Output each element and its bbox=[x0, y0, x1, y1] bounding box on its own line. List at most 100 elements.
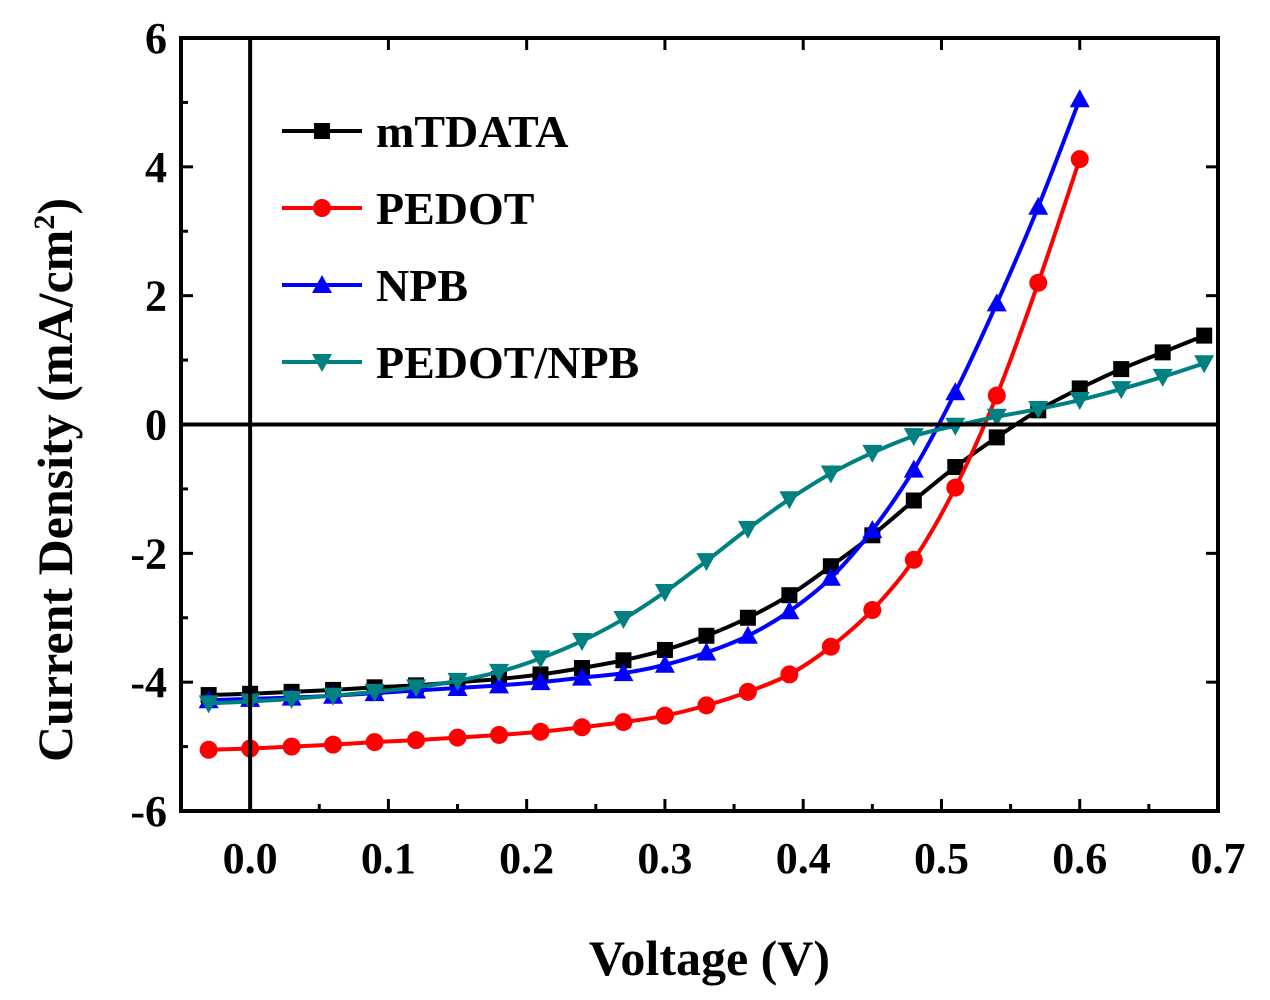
data-point-pedot-npb bbox=[447, 672, 468, 691]
data-point-mtdata bbox=[947, 459, 964, 476]
data-point-npb bbox=[945, 382, 966, 401]
data-point-npb bbox=[489, 675, 510, 694]
data-point-npb bbox=[737, 625, 758, 644]
x-tick-label: 0.2 bbox=[499, 834, 554, 883]
data-point-npb bbox=[530, 672, 551, 691]
data-point-pedot bbox=[946, 478, 965, 497]
data-point-pedot-npb bbox=[903, 428, 924, 447]
data-point-pedot bbox=[904, 550, 923, 569]
data-point-pedot-npb bbox=[945, 417, 966, 436]
legend-label: mTDATA bbox=[376, 106, 569, 157]
y-tick-label: -4 bbox=[130, 658, 167, 707]
y-tick-label: -2 bbox=[130, 529, 167, 578]
data-point-pedot-npb bbox=[530, 650, 551, 669]
x-tick-label: 0.0 bbox=[223, 834, 278, 883]
y-tick-label: 0 bbox=[145, 401, 167, 450]
data-point-pedot bbox=[738, 682, 757, 701]
data-point-pedot-npb bbox=[364, 683, 385, 702]
data-point-npb bbox=[862, 520, 883, 539]
data-point-pedot bbox=[987, 386, 1006, 405]
data-point-pedot bbox=[448, 728, 467, 747]
data-point-mtdata bbox=[615, 652, 632, 669]
data-point-npb bbox=[571, 667, 592, 686]
y-tick-label: 4 bbox=[145, 143, 167, 192]
data-point-pedot-npb bbox=[1028, 401, 1049, 420]
data-point-mtdata bbox=[656, 641, 673, 658]
data-point-npb bbox=[779, 601, 800, 620]
x-tick-label: 0.1 bbox=[361, 834, 416, 883]
legend-label: NPB bbox=[376, 260, 468, 311]
series-layer bbox=[198, 89, 1215, 759]
data-point-pedot bbox=[490, 725, 509, 744]
data-point-pedot bbox=[365, 733, 384, 752]
data-point-pedot bbox=[282, 737, 301, 756]
data-point-pedot-npb bbox=[779, 491, 800, 510]
data-point-pedot bbox=[324, 735, 343, 754]
data-point-mtdata bbox=[1113, 361, 1130, 378]
data-point-pedot bbox=[655, 706, 674, 725]
data-point-pedot-npb bbox=[1069, 392, 1090, 411]
data-point-pedot bbox=[531, 722, 550, 741]
data-point-pedot bbox=[821, 637, 840, 656]
data-point-npb bbox=[903, 459, 924, 478]
x-tick-label: 0.6 bbox=[1052, 834, 1107, 883]
data-point-mtdata bbox=[1154, 344, 1171, 361]
data-point-mtdata bbox=[739, 609, 756, 626]
data-point-mtdata bbox=[988, 429, 1005, 446]
legend-item-npb: NPB bbox=[282, 260, 468, 311]
data-point-pedot-npb bbox=[1111, 381, 1132, 400]
data-point-pedot bbox=[697, 696, 716, 715]
data-point-pedot bbox=[614, 713, 633, 732]
x-tick-label: 0.7 bbox=[1191, 834, 1246, 883]
data-point-npb bbox=[1028, 196, 1049, 215]
data-point-pedot-npb bbox=[696, 553, 717, 572]
data-point-pedot-npb bbox=[1152, 368, 1173, 387]
series-pedot bbox=[199, 150, 1089, 759]
y-tick-label: -6 bbox=[130, 787, 167, 836]
y-tick-label: 6 bbox=[145, 14, 167, 63]
data-point-pedot-npb bbox=[1194, 355, 1215, 374]
data-point-npb bbox=[820, 567, 841, 586]
data-point-pedot-npb bbox=[198, 695, 219, 714]
data-point-pedot bbox=[780, 665, 799, 684]
legend-marker-mtdata bbox=[314, 123, 330, 139]
data-point-pedot-npb bbox=[654, 583, 675, 602]
data-point-pedot-npb bbox=[323, 687, 344, 706]
data-point-pedot-npb bbox=[613, 611, 634, 630]
data-point-mtdata bbox=[698, 627, 715, 644]
data-point-mtdata bbox=[822, 558, 839, 575]
data-point-pedot-npb bbox=[986, 408, 1007, 427]
x-axis-label: Voltage (V) bbox=[589, 930, 830, 986]
legend-label: PEDOT/NPB bbox=[376, 337, 639, 388]
x-tick-label: 0.3 bbox=[637, 834, 692, 883]
legend-marker-pedot bbox=[313, 199, 331, 217]
data-point-npb bbox=[654, 654, 675, 673]
data-point-pedot bbox=[407, 731, 426, 750]
data-point-pedot bbox=[1029, 273, 1048, 292]
axis-layer: 0.0 0.1 0.2 0.3 0.4 0.5 0.6 0.7 -6 -4 -2 0 2 4 6 bbox=[130, 14, 1245, 883]
x-tick-label: 0.4 bbox=[776, 834, 831, 883]
legend-marker-pedot-npb bbox=[312, 354, 332, 372]
y-axis-label: Current Density (mA/cm2) bbox=[27, 198, 83, 762]
data-point-pedot bbox=[1070, 150, 1089, 169]
x-tick-label: 0.5 bbox=[914, 834, 969, 883]
data-point-pedot bbox=[863, 601, 882, 620]
data-point-mtdata bbox=[781, 587, 798, 604]
data-point-mtdata bbox=[1196, 327, 1213, 344]
data-point-pedot-npb bbox=[281, 690, 302, 709]
data-point-pedot-npb bbox=[737, 520, 758, 539]
legend-label: PEDOT bbox=[376, 183, 534, 234]
legend: mTDATA PEDOT NPB PEDOT/NPB bbox=[282, 106, 639, 388]
data-point-pedot-npb bbox=[820, 465, 841, 484]
data-point-pedot-npb bbox=[571, 632, 592, 651]
legend-marker-npb bbox=[312, 275, 332, 293]
data-point-mtdata bbox=[905, 492, 922, 509]
data-point-pedot bbox=[572, 718, 591, 737]
legend-item-mtdata: mTDATA bbox=[282, 106, 569, 157]
series-pedot-npb bbox=[198, 355, 1215, 714]
data-point-npb bbox=[696, 642, 717, 661]
legend-item-pedot: PEDOT bbox=[282, 183, 534, 234]
data-point-pedot bbox=[199, 740, 218, 759]
data-point-npb bbox=[1069, 89, 1090, 108]
